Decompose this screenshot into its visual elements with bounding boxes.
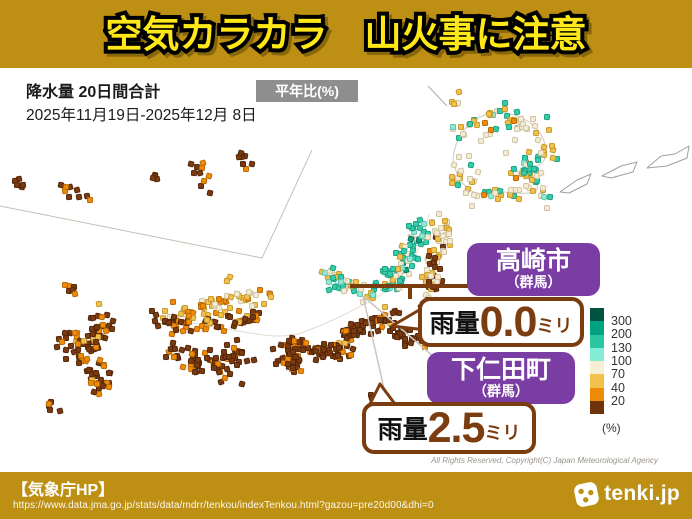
station-dot — [226, 304, 233, 311]
station-dot — [94, 380, 101, 387]
legend-tick: 130 — [611, 341, 632, 355]
station-dot — [207, 296, 214, 303]
city-prefecture: （群馬） — [505, 274, 562, 291]
precipitation-map-panel: 降水量 20日間合計 2025年11月19日-2025年12月 8日 平年比(%… — [0, 68, 692, 472]
page-title-outline: 空気カラカラ 山火事に注意 — [102, 12, 591, 57]
jma-copyright: All Rights Reserved, Copyright(C) Japan … — [431, 456, 658, 465]
legend-tick: 40 — [611, 381, 625, 395]
callout-city-shimonita: 下仁田町 （群馬） — [427, 352, 575, 404]
tenki-jp-logo-text: tenki.jp — [604, 482, 680, 505]
legend-color-segment — [590, 387, 604, 401]
station-dot — [381, 304, 388, 311]
station-dot — [381, 266, 388, 273]
rain-amount-box-takasaki: 雨量 0.0 ミリ — [418, 297, 584, 347]
station-dot — [77, 352, 84, 359]
legend-tick: 70 — [611, 367, 625, 381]
legend-color-segment — [590, 308, 604, 322]
city-prefecture: （群馬） — [473, 382, 529, 399]
rain-unit: ミリ — [536, 316, 573, 336]
station-dot — [227, 313, 234, 320]
legend-tick: 20 — [611, 394, 625, 408]
legend-color-segment — [590, 374, 604, 388]
station-dot — [435, 235, 441, 242]
rain-unit: ミリ — [484, 423, 521, 443]
legend-color-segment — [590, 361, 604, 375]
station-dot — [441, 249, 448, 256]
page-title-text: 空気カラカラ 山火事に注意 — [105, 13, 587, 55]
station-dot — [300, 346, 307, 353]
station-dot — [195, 356, 202, 363]
station-dot — [467, 175, 474, 182]
source-label: 【気象庁HP】 — [12, 482, 115, 499]
city-name: 下仁田町 — [450, 355, 551, 384]
legend-tick: 200 — [611, 327, 632, 341]
rain-label: 雨量 — [377, 416, 428, 444]
legend-tick: 300 — [611, 314, 632, 328]
color-scale-legend: 300 200 130 100 70 40 20 (%) — [590, 308, 660, 438]
date-range: 2025年11月19日-2025年12月 8日 — [26, 107, 257, 124]
legend-color-bar — [590, 308, 604, 414]
legend-color-segment — [590, 334, 604, 348]
rain-label: 雨量 — [429, 310, 480, 338]
callout-city-takasaki: 高崎市 （群馬） — [467, 243, 600, 296]
station-dot-layer — [0, 68, 692, 472]
footer-bar: 【気象庁HP】 https://www.data.jma.go.jp/stats… — [0, 472, 692, 519]
dice-icon — [572, 480, 601, 508]
source-url: https://www.data.jma.go.jp/stats/data/md… — [13, 500, 434, 511]
legend-unit: (%) — [602, 421, 621, 435]
page-title: 空気カラカラ 山火事に注意 空気カラカラ 山火事に注意 — [102, 12, 591, 57]
legend-tick: 100 — [611, 354, 632, 368]
tenki-jp-logo: tenki.jp — [572, 480, 680, 508]
legend-color-segment — [590, 400, 604, 414]
rain-value: 0.0 — [479, 297, 538, 346]
banner-header: 空気カラカラ 山火事に注意 空気カラカラ 山火事に注意 — [0, 0, 692, 68]
stat-label: 降水量 20日間合計 — [26, 84, 161, 101]
rain-amount-box-shimonita: 雨量 2.5 ミリ — [362, 402, 536, 454]
legend-color-segment — [590, 321, 604, 335]
unit-badge: 平年比(%) — [256, 80, 358, 102]
rain-value: 2.5 — [427, 403, 486, 452]
station-dot — [260, 300, 267, 307]
city-name: 高崎市 — [495, 247, 571, 276]
station-dot — [161, 308, 168, 314]
station-dot — [224, 277, 231, 284]
legend-color-segment — [590, 347, 604, 361]
